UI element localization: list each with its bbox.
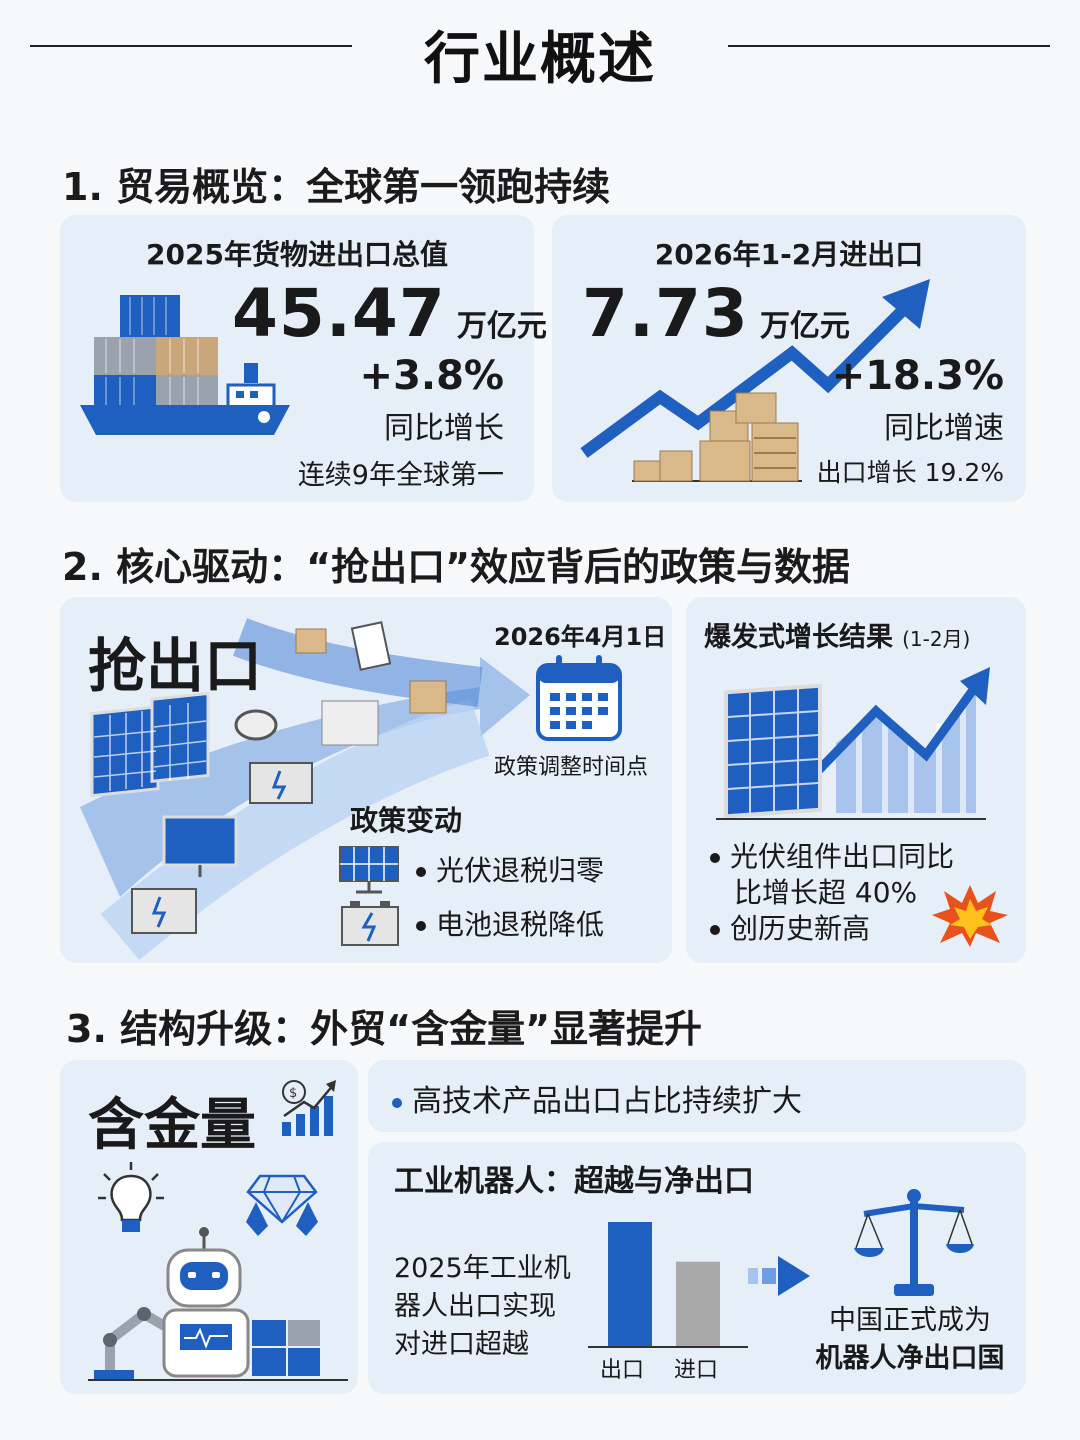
trade-total-note: 连续9年全球第一 xyxy=(297,460,504,491)
growth-result-title: 爆发式增长结果 xyxy=(704,622,893,653)
trade-total-unit: 万亿元 xyxy=(456,309,547,344)
diamond-award-icon xyxy=(242,1172,322,1246)
bar-label-export: 出口 xyxy=(600,1358,645,1383)
trade-total-growth: +3.8% xyxy=(359,353,504,399)
trade-q1-unit: 万亿元 xyxy=(759,309,850,344)
bar-label-import: 进口 xyxy=(674,1358,719,1383)
calendar-icon xyxy=(534,653,624,743)
trade-total-title: 2025年货物进出口总值 xyxy=(146,238,448,271)
hightech-banner: 高技术产品出口占比持续扩大 xyxy=(368,1060,1026,1132)
battery-icon xyxy=(340,899,400,947)
right-arrow-icon xyxy=(748,1252,812,1300)
policy-date: 2026年4月1日 xyxy=(494,623,667,651)
growth-result-card: 爆发式增长结果 (1-2月) 光伏组件出口同比 比增长超 40% 创历史新高 xyxy=(686,597,1026,963)
policy-change-title: 政策变动 xyxy=(350,804,463,837)
rush-export-label: 抢出口 xyxy=(88,632,263,700)
title-rule-right xyxy=(728,45,1050,47)
growth-result-period: (1-2月) xyxy=(902,627,971,651)
money-growth-icon: $ xyxy=(278,1078,340,1138)
trade-q1-title: 2026年1-2月进出口 xyxy=(654,238,924,271)
robot-icon xyxy=(88,1210,348,1385)
solar-panel-icon xyxy=(336,843,402,895)
robot-trade-bar-chart xyxy=(588,1206,748,1350)
section1-heading: 1. 贸易概览：全球第一领跑持续 xyxy=(62,165,611,209)
growth-result-bullets: 光伏组件出口同比 比增长超 40% 创历史新高 xyxy=(710,839,954,947)
trade-q1-note: 出口增长 19.2% xyxy=(816,458,1004,487)
solar-growth-chart-icon xyxy=(716,663,1006,823)
gold-content-card: 含金量 $ xyxy=(60,1060,358,1394)
balance-scale-icon xyxy=(854,1186,974,1298)
rush-export-card: 抢出口 2026年4月1日 政策调整时间点 政策变动 光伏退税归零 xyxy=(60,597,672,963)
trade-q1-growth-label: 同比增速 xyxy=(884,411,1004,446)
solar-panel-cluster xyxy=(90,691,210,798)
trade-q1-value: 7.73 xyxy=(582,275,749,352)
bar-import xyxy=(676,1261,720,1346)
rising-arrow-boxes-icon xyxy=(572,273,1012,488)
page-title: 行业概述 xyxy=(424,27,656,92)
policy-date-caption: 政策调整时间点 xyxy=(494,755,649,780)
trade-total-growth-label: 同比增长 xyxy=(384,411,504,446)
net-exporter-result: 中国正式成为 机器人净出口国 xyxy=(815,1305,1005,1374)
gold-content-label: 含金量 xyxy=(88,1093,256,1158)
policy-item-1: 光伏退税归零 xyxy=(416,849,604,889)
flow-arrow-illustration xyxy=(60,597,672,963)
bar-export xyxy=(608,1222,652,1346)
svg-text:$: $ xyxy=(289,1086,297,1101)
trade-total-card: 2025年货物进出口总值 45.47 万亿元 +3.8% 同比增长 xyxy=(60,215,547,502)
lightbulb-icon xyxy=(96,1160,166,1240)
title-rule-left xyxy=(30,45,352,47)
section3-heading: 3. 结构升级：外贸“含金量”显著提升 xyxy=(66,1007,703,1051)
trade-q1-card: 2026年1-2月进出口 7.73 万亿元 +18.3% 同比增速 出口增长 1… xyxy=(552,215,1026,502)
trade-q1-growth: +18.3% xyxy=(831,353,1004,399)
policy-item-2: 电池退税降低 xyxy=(416,903,604,943)
hightech-banner-text: 高技术产品出口占比持续扩大 xyxy=(412,1084,802,1119)
trade-total-value: 45.47 xyxy=(232,275,446,352)
robot-export-desc: 2025年工业机 器人出口实现 对进口超越 xyxy=(394,1253,571,1360)
robot-export-card: 工业机器人：超越与净出口 2025年工业机 器人出口实现 对进口超越 出口 进口… xyxy=(368,1142,1026,1394)
section2-heading: 2. 核心驱动：“抢出口”效应背后的政策与数据 xyxy=(62,545,851,589)
robot-export-title: 工业机器人：超越与净出口 xyxy=(394,1164,754,1199)
cargo-ship-icon xyxy=(78,293,298,438)
explosion-icon xyxy=(932,883,1008,947)
